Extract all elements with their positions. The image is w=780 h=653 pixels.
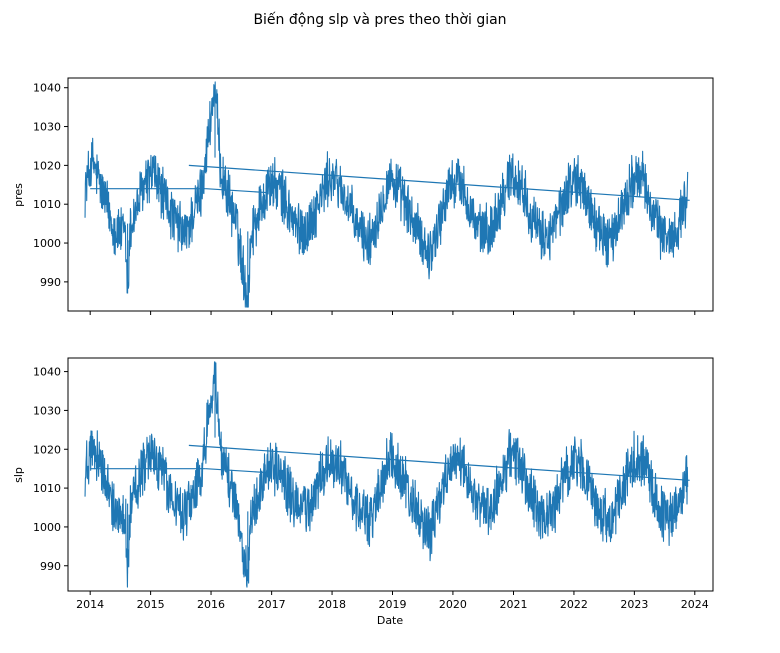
- slp-x-tick-label: 2016: [197, 598, 225, 611]
- pres-axes-frame: [67, 77, 714, 312]
- slp-x-tick-label: 2024: [681, 598, 709, 611]
- slp-x-tick-label: 2019: [378, 598, 406, 611]
- slp-connector-line: [205, 468, 267, 474]
- slp-y-tick-label: 1010: [33, 482, 61, 495]
- slp-x-tick-label: 2018: [318, 598, 346, 611]
- pres-y-tick-label: 1020: [33, 159, 61, 172]
- slp-x-tick-label: 2022: [560, 598, 588, 611]
- figure-title: Biến động slp và pres theo thời gian: [253, 11, 506, 28]
- slp-x-tick-label: 2014: [76, 598, 104, 611]
- slp-y-tick-label: 990: [40, 560, 61, 573]
- slp-y-tick-label: 1040: [33, 366, 61, 379]
- pres-y-tick-label: 990: [40, 276, 61, 289]
- pres-connector-line: [205, 188, 267, 194]
- slp-panel: 990 1000 1010 1020 1030 1040 2014 2015 2016 2017…: [12, 357, 714, 627]
- pres-y-tick-label: 1030: [33, 121, 61, 134]
- slp-series-layer: [84, 361, 690, 588]
- slp-y-axis-label: slp: [12, 467, 25, 483]
- slp-y-tick-label: 1020: [33, 443, 61, 456]
- pres-y-axis-label: pres: [12, 183, 25, 207]
- slp-y-tick-label: 1030: [33, 404, 61, 417]
- pres-x-ticks: [89, 311, 696, 315]
- slp-y-ticks: 990 1000 1010 1020 1030 1040: [33, 366, 68, 573]
- slp-x-tick-label: 2015: [137, 598, 165, 611]
- pres-y-tick-label: 1040: [33, 82, 61, 95]
- slp-x-tick-label: 2021: [500, 598, 528, 611]
- slp-y-tick-label: 1000: [33, 521, 61, 534]
- slp-x-tick-label: 2020: [439, 598, 467, 611]
- slp-series-line: [84, 361, 689, 588]
- slp-x-tick-label: 2017: [258, 598, 286, 611]
- pres-panel: 990 1000 1010 1020 1030 1040 pres: [12, 77, 714, 315]
- pres-y-ticks: 990 1000 1010 1020 1030 1040: [33, 82, 68, 289]
- pres-y-tick-label: 1000: [33, 237, 61, 250]
- pres-series-line: [84, 81, 689, 308]
- slp-x-ticks: 2014 2015 2016 2017 2018 2019 2020 2021 2022 2023…: [76, 591, 709, 611]
- slp-axes-frame: [67, 357, 714, 592]
- slp-x-axis-label: Date: [377, 614, 404, 627]
- slp-x-tick-label: 2023: [620, 598, 648, 611]
- pres-y-tick-label: 1010: [33, 198, 61, 211]
- pres-series-layer: [84, 81, 690, 308]
